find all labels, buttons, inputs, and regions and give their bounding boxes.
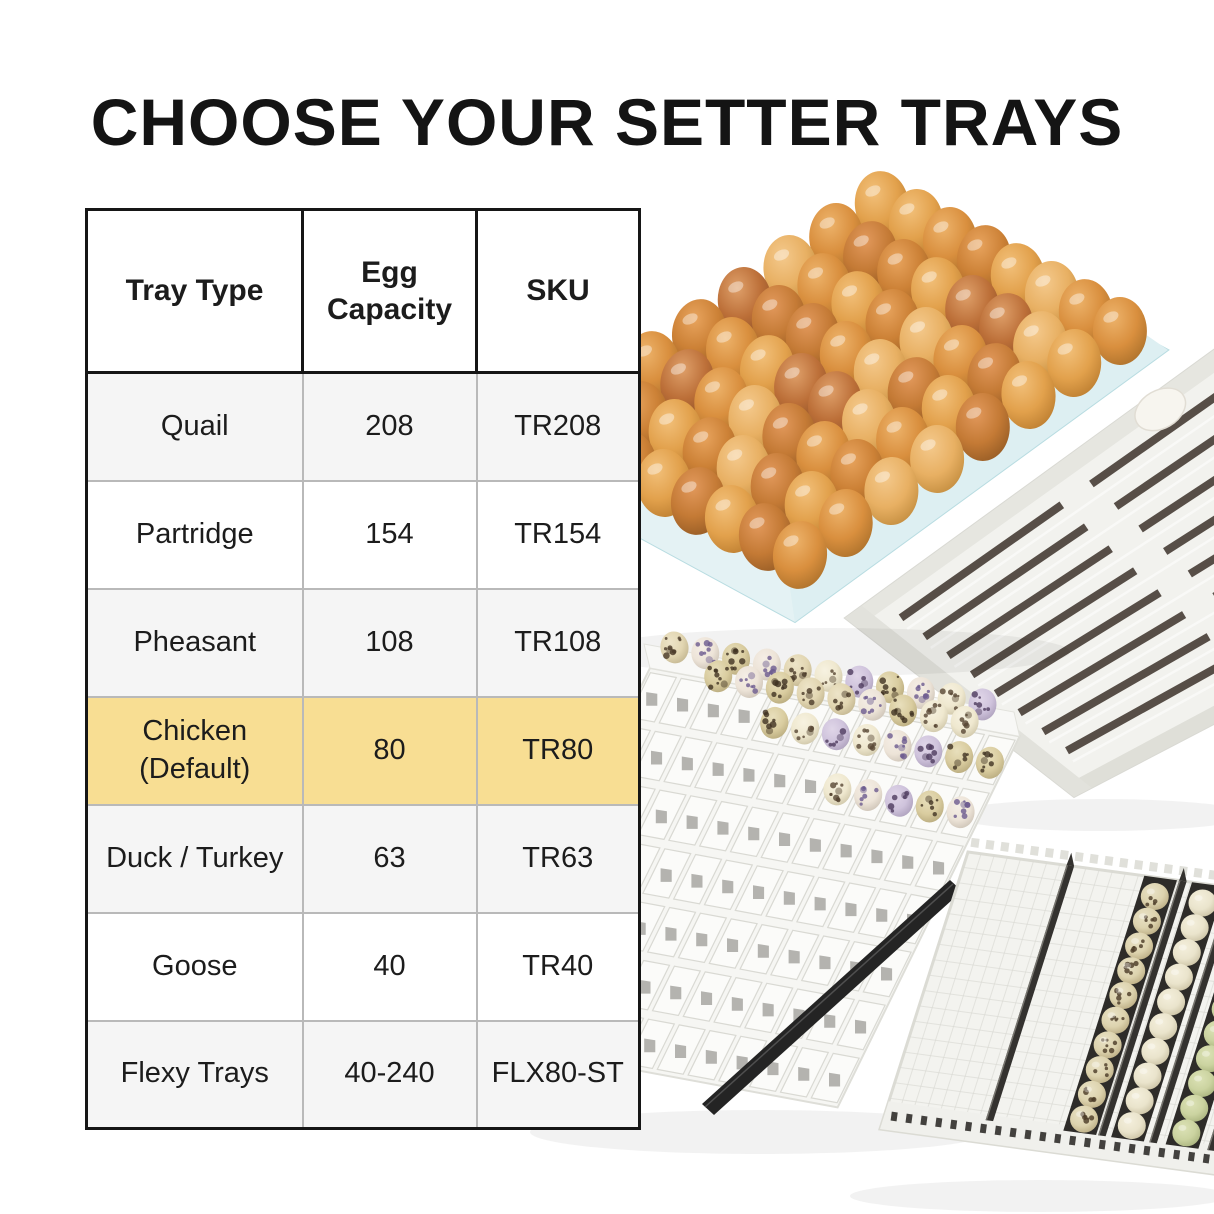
cell-egg-capacity: 108 — [301, 587, 478, 698]
cell-tray-type: Duck / Turkey — [85, 803, 304, 914]
table-row-partridge: Partridge 154 TR154 — [85, 479, 641, 590]
cell-egg-capacity: 208 — [301, 371, 478, 482]
table-row-flexy-trays: Flexy Trays 40-240 FLX80-ST — [85, 1019, 641, 1130]
cell-tray-type: Goose — [85, 911, 304, 1022]
cell-sku: TR80 — [475, 695, 641, 806]
chicken-egg-tray-photo — [508, 171, 1170, 676]
column-header-egg-capacity: Egg Capacity — [301, 208, 478, 374]
column-header-sku: SKU — [475, 208, 641, 374]
cell-egg-capacity: 154 — [301, 479, 478, 590]
cell-egg-capacity: 40-240 — [301, 1019, 478, 1130]
table-row-goose: Goose 40 TR40 — [85, 911, 641, 1022]
divider-rail-photo — [702, 880, 962, 1115]
tray-options-table: Tray Type Egg Capacity SKU Quail 208 TR2… — [85, 208, 641, 1130]
cell-sku: TR154 — [475, 479, 641, 590]
cell-tray-type: Pheasant — [85, 587, 304, 698]
flexy-tray-photo — [850, 837, 1214, 1212]
cell-sku: TR40 — [475, 911, 641, 1022]
table-header-row: Tray Type Egg Capacity SKU — [85, 208, 641, 374]
column-header-tray-type: Tray Type — [85, 208, 304, 374]
table-row-quail: Quail 208 TR208 — [85, 371, 641, 482]
cell-sku: TR208 — [475, 371, 641, 482]
cell-tray-type: Chicken (Default) — [85, 695, 304, 806]
cell-egg-capacity: 80 — [301, 695, 478, 806]
table-row-duck-turkey: Duck / Turkey 63 TR63 — [85, 803, 641, 914]
cell-tray-type: Quail — [85, 371, 304, 482]
cell-egg-capacity: 40 — [301, 911, 478, 1022]
cell-sku: TR108 — [475, 587, 641, 698]
cell-tray-type: Flexy Trays — [85, 1019, 304, 1130]
table-row-chicken-default-highlighted: Chicken (Default) 80 TR80 — [85, 695, 641, 806]
cell-sku: FLX80-ST — [475, 1019, 641, 1130]
page-title: CHOOSE YOUR SETTER TRAYS — [90, 85, 1124, 159]
cell-tray-type: Partridge — [85, 479, 304, 590]
cell-egg-capacity: 63 — [301, 803, 478, 914]
cell-sku: TR63 — [475, 803, 641, 914]
slatted-setter-tray-photo — [843, 348, 1214, 831]
table-row-pheasant: Pheasant 108 TR108 — [85, 587, 641, 698]
